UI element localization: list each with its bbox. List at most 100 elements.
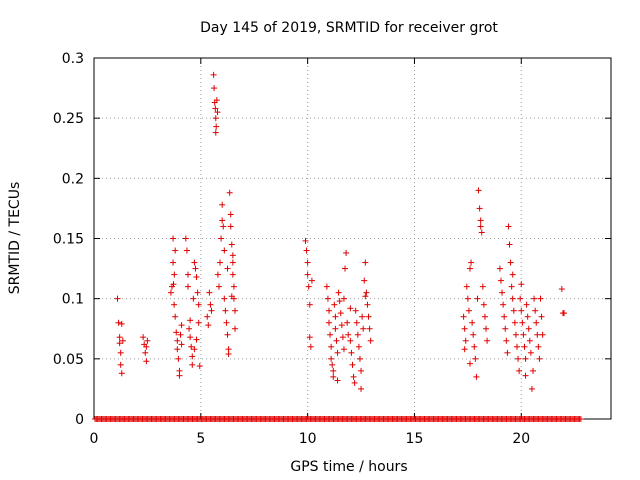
data-point bbox=[528, 385, 535, 392]
data-point bbox=[354, 331, 361, 338]
data-point bbox=[304, 259, 311, 266]
data-point bbox=[170, 281, 177, 288]
data-point bbox=[531, 295, 538, 302]
data-point bbox=[345, 331, 352, 338]
data-point bbox=[174, 337, 181, 344]
data-point bbox=[304, 271, 311, 278]
data-point bbox=[174, 346, 181, 353]
data-point bbox=[510, 307, 517, 314]
data-point bbox=[140, 334, 147, 341]
data-point bbox=[465, 307, 472, 314]
data-point bbox=[323, 283, 330, 290]
data-point bbox=[222, 307, 229, 314]
y-tick-label: 0.15 bbox=[53, 232, 84, 248]
data-point bbox=[333, 337, 340, 344]
data-point bbox=[224, 265, 231, 272]
data-point bbox=[178, 341, 185, 348]
data-point bbox=[119, 337, 126, 344]
data-point bbox=[144, 337, 151, 344]
data-point bbox=[214, 271, 221, 278]
data-point bbox=[509, 295, 516, 302]
data-point bbox=[305, 283, 312, 290]
data-point bbox=[527, 349, 534, 356]
data-point bbox=[366, 325, 373, 332]
data-point bbox=[191, 259, 198, 266]
data-point bbox=[185, 271, 191, 278]
data-point bbox=[221, 295, 228, 302]
data-point bbox=[306, 334, 313, 341]
data-point bbox=[363, 289, 370, 296]
data-point bbox=[143, 358, 150, 365]
data-point bbox=[212, 115, 219, 122]
data-point bbox=[330, 367, 337, 374]
data-point bbox=[171, 271, 178, 278]
data-point bbox=[340, 346, 347, 353]
data-point bbox=[470, 331, 477, 338]
data-point bbox=[504, 349, 511, 356]
data-point bbox=[526, 337, 533, 344]
data-point bbox=[211, 85, 218, 92]
data-point bbox=[210, 71, 217, 78]
data-point bbox=[461, 325, 468, 332]
data-point bbox=[332, 325, 339, 332]
data-point bbox=[460, 313, 467, 320]
data-point bbox=[171, 301, 178, 308]
data-point bbox=[477, 223, 484, 230]
data-point bbox=[508, 283, 515, 290]
data-point bbox=[358, 385, 365, 392]
data-point bbox=[170, 259, 177, 266]
data-point bbox=[188, 343, 195, 350]
data-point bbox=[503, 337, 510, 344]
y-tick-label: 0 bbox=[75, 412, 84, 428]
data-point bbox=[344, 319, 351, 326]
data-point bbox=[461, 346, 468, 353]
data-point bbox=[518, 307, 525, 314]
data-point bbox=[350, 373, 357, 380]
data-point bbox=[462, 337, 469, 344]
data-point bbox=[349, 361, 356, 368]
x-tick-label: 20 bbox=[512, 431, 530, 447]
data-point bbox=[359, 313, 366, 320]
data-point bbox=[187, 334, 194, 341]
data-point bbox=[230, 283, 237, 290]
data-point bbox=[204, 313, 211, 320]
data-point bbox=[524, 313, 531, 320]
data-point bbox=[213, 123, 220, 130]
data-point bbox=[522, 372, 529, 379]
data-point bbox=[479, 283, 486, 290]
data-point bbox=[500, 301, 507, 308]
data-point bbox=[183, 247, 190, 254]
data-point bbox=[191, 346, 198, 353]
data-point bbox=[509, 271, 516, 278]
data-point bbox=[116, 340, 123, 347]
data-point bbox=[308, 277, 315, 284]
data-point bbox=[483, 325, 490, 332]
data-point bbox=[536, 355, 543, 362]
data-point bbox=[334, 349, 341, 356]
data-point bbox=[478, 229, 485, 236]
data-point bbox=[220, 223, 227, 230]
data-point bbox=[361, 277, 368, 284]
data-point bbox=[362, 259, 369, 266]
data-point bbox=[538, 313, 545, 320]
data-point bbox=[214, 109, 221, 116]
y-tick-label: 0.2 bbox=[62, 171, 84, 187]
data-point bbox=[514, 343, 520, 350]
data-point bbox=[176, 372, 183, 379]
data-point bbox=[219, 217, 226, 224]
data-point bbox=[480, 301, 487, 308]
data-point bbox=[473, 373, 480, 380]
data-point bbox=[189, 361, 196, 368]
data-point bbox=[190, 295, 197, 302]
data-point bbox=[352, 307, 359, 314]
data-point bbox=[207, 301, 214, 308]
data-point bbox=[170, 235, 177, 242]
data-point bbox=[516, 367, 523, 374]
data-point bbox=[326, 307, 332, 314]
data-point bbox=[175, 355, 182, 362]
data-point bbox=[577, 416, 584, 422]
data-point bbox=[143, 343, 150, 350]
data-point bbox=[474, 295, 481, 302]
x-tick-label: 5 bbox=[196, 431, 205, 447]
data-point bbox=[481, 313, 488, 320]
